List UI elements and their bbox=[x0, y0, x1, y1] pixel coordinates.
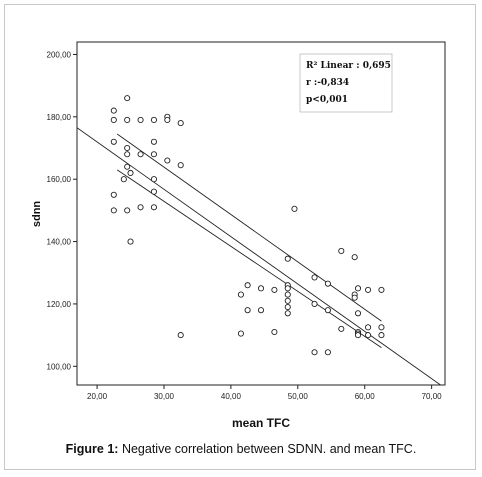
data-point bbox=[378, 332, 385, 339]
data-point bbox=[164, 157, 171, 164]
ci-lower-line bbox=[116, 169, 382, 348]
data-point bbox=[324, 307, 331, 314]
plot-area bbox=[76, 41, 446, 386]
x-tick-label: 30,00 bbox=[154, 392, 175, 401]
data-point bbox=[150, 151, 157, 158]
data-point bbox=[177, 120, 184, 127]
data-point bbox=[137, 116, 144, 124]
y-axis: 100,00 120,00 140,00 160,00 180,00 200,00 bbox=[47, 50, 77, 371]
scatter-chart: 100,00 120,00 140,00 160,00 180,00 200,00 20,… bbox=[31, 41, 446, 430]
data-point bbox=[354, 285, 362, 292]
caption-text: Negative correlation between SDNN. and m… bbox=[121, 442, 417, 456]
ci-upper-line bbox=[116, 133, 382, 322]
data-point bbox=[127, 169, 134, 177]
y-tick-label: 160,00 bbox=[47, 175, 72, 184]
data-point bbox=[365, 286, 372, 293]
y-tick-label: 180,00 bbox=[47, 113, 72, 122]
annotation-box bbox=[299, 53, 393, 113]
data-point bbox=[284, 291, 291, 298]
data-point bbox=[237, 291, 244, 298]
data-point bbox=[365, 324, 372, 331]
data-point bbox=[120, 176, 127, 183]
caption-label: Figure 1: bbox=[65, 442, 119, 456]
data-point bbox=[110, 207, 117, 214]
data-point bbox=[124, 116, 131, 124]
data-point bbox=[284, 310, 291, 317]
data-point bbox=[284, 255, 291, 262]
data-point bbox=[124, 207, 131, 214]
data-point bbox=[124, 144, 131, 152]
figure-caption: Figure 1: Negative correlation between S… bbox=[0, 442, 482, 456]
x-tick-label: 70,00 bbox=[422, 392, 443, 401]
data-points bbox=[110, 95, 385, 356]
data-point bbox=[351, 254, 358, 261]
data-point bbox=[324, 280, 331, 287]
x-tick-label: 60,00 bbox=[355, 392, 376, 401]
data-point bbox=[351, 294, 358, 301]
x-axis: 20,00 30,00 40,00 50,00 60,00 70,00 bbox=[87, 385, 442, 401]
x-tick-label: 20,00 bbox=[87, 392, 108, 401]
data-point bbox=[271, 328, 278, 336]
y-tick-label: 140,00 bbox=[47, 238, 72, 247]
data-point bbox=[127, 238, 134, 245]
data-point bbox=[150, 138, 157, 145]
data-point bbox=[110, 138, 117, 145]
y-axis-label: sdnn bbox=[31, 201, 43, 228]
data-point bbox=[124, 95, 131, 102]
data-point bbox=[150, 188, 157, 195]
data-point bbox=[311, 300, 318, 307]
data-point bbox=[150, 176, 157, 183]
data-point bbox=[284, 303, 291, 311]
data-point bbox=[124, 163, 131, 170]
data-point bbox=[137, 204, 144, 211]
data-point bbox=[237, 330, 244, 337]
data-point bbox=[110, 191, 117, 198]
data-point bbox=[150, 116, 157, 124]
data-point bbox=[257, 307, 265, 314]
data-point bbox=[137, 151, 144, 158]
data-point bbox=[378, 286, 385, 293]
x-axis-label: mean TFC bbox=[232, 416, 290, 430]
data-point bbox=[124, 151, 131, 158]
data-point bbox=[177, 162, 184, 169]
data-point bbox=[110, 107, 117, 114]
data-point bbox=[338, 247, 345, 254]
data-point bbox=[271, 286, 278, 293]
data-point bbox=[291, 205, 298, 212]
data-point bbox=[354, 310, 362, 317]
data-point bbox=[284, 297, 291, 304]
x-tick-label: 50,00 bbox=[288, 392, 309, 401]
data-point bbox=[177, 332, 184, 339]
figure-frame bbox=[4, 4, 476, 470]
data-point bbox=[338, 325, 345, 332]
y-tick-label: 200,00 bbox=[47, 50, 72, 59]
data-point bbox=[284, 285, 291, 292]
x-tick-label: 40,00 bbox=[221, 392, 242, 401]
fit-line bbox=[77, 127, 442, 385]
data-point bbox=[244, 307, 251, 314]
data-point bbox=[354, 332, 362, 339]
data-point bbox=[150, 204, 157, 211]
data-point bbox=[164, 116, 171, 124]
annotation-r: r :-0,834 bbox=[306, 78, 349, 88]
annotation-r-squared: R² Linear : 0,695 bbox=[306, 61, 391, 71]
y-tick-label: 100,00 bbox=[47, 362, 72, 371]
data-point bbox=[378, 324, 385, 331]
regression-lines bbox=[77, 127, 442, 385]
annotation-p: p<0,001 bbox=[306, 95, 348, 105]
data-point bbox=[110, 116, 117, 124]
data-point bbox=[311, 349, 318, 356]
data-point bbox=[311, 274, 318, 281]
data-point bbox=[365, 332, 372, 339]
y-tick-label: 120,00 bbox=[47, 300, 72, 309]
data-point bbox=[244, 282, 251, 289]
data-point bbox=[257, 285, 265, 292]
data-point bbox=[324, 349, 331, 356]
